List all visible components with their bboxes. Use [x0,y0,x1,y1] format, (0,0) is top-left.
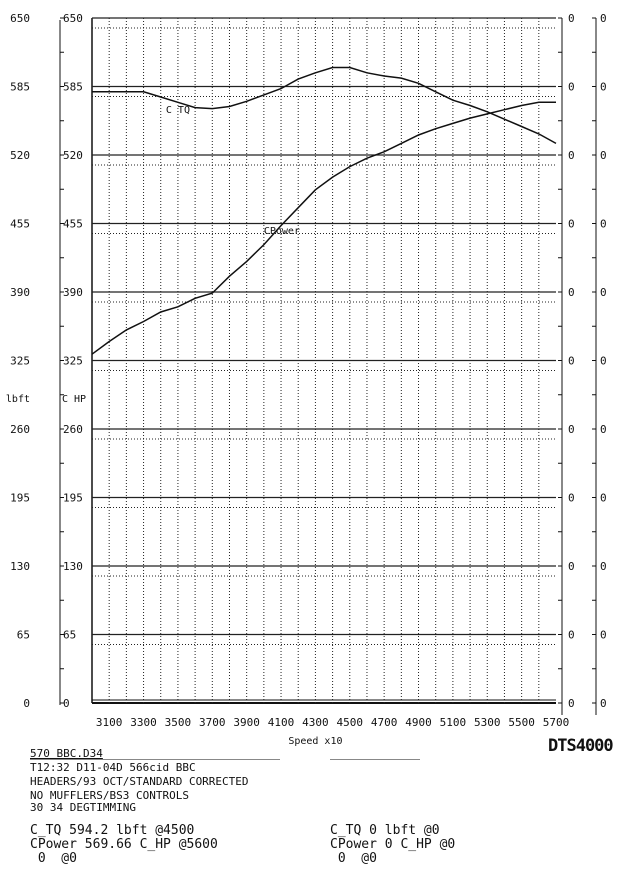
far-right-tick-label-2: 0 [600,355,607,368]
y-tick-label-left: 390 [10,286,30,299]
summary-left-torque: C_TQ 594.2 lbft @4500 [30,823,195,838]
y-tick-label-left: 325 [10,355,30,368]
y-tick-label-right: 585 [63,81,83,94]
annotation-torque: C TQ [166,105,190,116]
y-tick-label-left: 65 [17,629,30,642]
summary-right-power: CPower 0 C_HP @0 [330,837,456,852]
summary-left-power: CPower 569.66 C_HP @5600 [30,837,218,852]
y-axis-label-left: lbft [6,394,30,405]
y-tick-label-left: 0 [23,697,30,710]
x-tick-label: 4900 [405,716,432,729]
x-tick-label: 5100 [440,716,467,729]
y-tick-label-left: 130 [10,560,30,573]
run-info-line-2: HEADERS/93 OCT/STANDARD CORRECTED [30,775,249,788]
far-right-tick-label-1: 0 [568,355,575,368]
x-tick-label: 3700 [199,716,226,729]
x-tick-label: 3900 [233,716,260,729]
far-right-tick-label-2: 0 [600,149,607,162]
far-right-tick-label-1: 0 [568,629,575,642]
x-tick-label: 5700 [543,716,570,729]
summary-left-extra: 0 @0 [30,851,77,866]
far-right-tick-label-1: 0 [568,218,575,231]
x-tick-label: 5500 [508,716,535,729]
y-tick-label-left: 520 [10,149,30,162]
far-right-tick-label-1: 0 [568,423,575,436]
far-right-tick-label-2: 0 [600,423,607,436]
run-info-line-3: NO MUFFLERS/BS3 CONTROLS [30,789,189,802]
x-tick-label: 4500 [337,716,364,729]
x-tick-label: 3500 [165,716,192,729]
y-tick-label-right: 455 [63,218,83,231]
y-tick-label-right: 520 [63,149,83,162]
far-right-tick-label-1: 0 [568,697,575,710]
summary-right-extra: 0 @0 [330,851,377,866]
y-axis-label-right: C HP [62,394,86,405]
y-tick-label-left: 260 [10,423,30,436]
run-info-line-1: T12:32 D11-04D 566cid BBC [30,761,196,774]
far-right-tick-label-1: 0 [568,560,575,573]
y-tick-label-right: 260 [63,423,83,436]
series-line-c-tq [92,66,557,145]
dts4000-logo: DTS4000 [548,736,614,756]
y-tick-label-right: 390 [63,286,83,299]
x-tick-label: 4700 [371,716,398,729]
far-right-tick-label-1: 0 [568,286,575,299]
x-tick-label: 5300 [474,716,501,729]
y-tick-label-right: 195 [63,492,83,505]
y-tick-label-left: 585 [10,81,30,94]
summary-right-torque: C_TQ 0 lbft @0 [330,823,440,838]
run-info-line-4: 30 34 DEGTIMMING [30,801,136,814]
y-tick-label-left: 455 [10,218,30,231]
y-tick-label-right: 0 [63,697,70,710]
x-tick-label: 3300 [130,716,157,729]
far-right-tick-label-1: 0 [568,12,575,25]
far-right-tick-label-2: 0 [600,629,607,642]
y-tick-label-right: 65 [63,629,76,642]
run-filename: 570 BBC.D34 [30,747,103,760]
far-right-tick-label-2: 0 [600,697,607,710]
y-tick-label-right: 325 [63,355,83,368]
y-tick-label-right: 130 [63,560,83,573]
y-tick-label-right: 650 [63,12,83,25]
x-tick-label: 3100 [96,716,123,729]
far-right-tick-label-2: 0 [600,218,607,231]
far-right-tick-label-2: 0 [600,81,607,94]
far-right-tick-label-1: 0 [568,149,575,162]
series-line-cpower [91,101,556,355]
y-tick-label-left: 195 [10,492,30,505]
far-right-tick-label-2: 0 [600,286,607,299]
annotation-power: CPower [264,226,300,237]
far-right-tick-label-1: 0 [568,81,575,94]
far-right-tick-label-2: 0 [600,560,607,573]
x-axis-label: Speed x10 [288,736,342,747]
far-right-tick-label-2: 0 [600,12,607,25]
x-tick-label: 4100 [268,716,295,729]
far-right-tick-label-1: 0 [568,492,575,505]
y-tick-label-left: 650 [10,12,30,25]
far-right-tick-label-2: 0 [600,492,607,505]
x-tick-label: 4300 [302,716,329,729]
